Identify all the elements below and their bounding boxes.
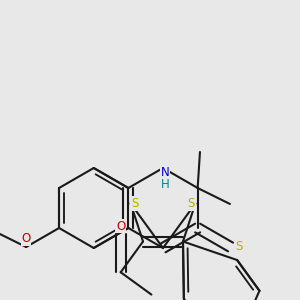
Text: O: O [116,220,125,233]
Text: H: H [160,178,169,191]
Text: S: S [188,197,195,210]
Text: O: O [22,232,31,245]
Text: S: S [131,197,138,210]
Text: N: N [160,166,169,178]
Text: S: S [235,241,242,254]
